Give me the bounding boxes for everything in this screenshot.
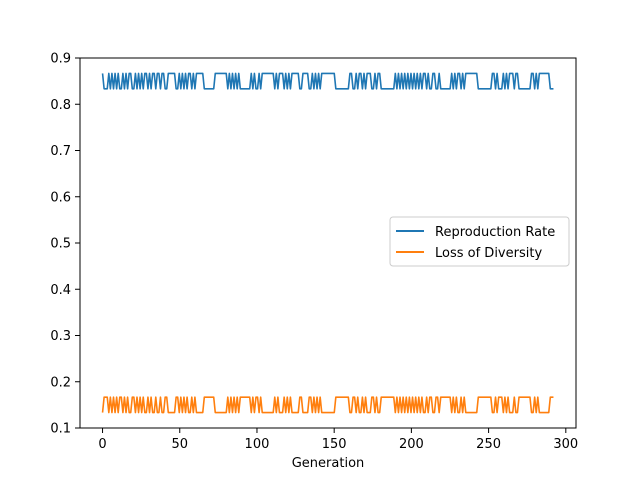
series-line-loss-of-diversity: [101, 396, 554, 414]
x-tick-label: 50: [171, 437, 188, 452]
x-tick-label: 100: [245, 437, 270, 452]
x-tick-label: 0: [98, 437, 106, 452]
y-tick-label: 0.5: [50, 237, 71, 252]
legend-box: [389, 216, 570, 267]
x-tick-label: 200: [399, 437, 424, 452]
x-axis-label: Generation: [292, 456, 365, 471]
legend-label-reproduction-rate: Reproduction Rate: [435, 225, 555, 240]
x-tick-label: 300: [553, 437, 578, 452]
y-axis-ticks: 0.1 0.2 0.3 0.4 0.5 0.6 0.7 0.8 0.9: [50, 52, 80, 437]
y-tick-label: 0.2: [50, 375, 71, 390]
y-tick-label: 0.3: [50, 329, 71, 344]
legend: Reproduction Rate Loss of Diversity: [389, 216, 570, 267]
series-layer: [101, 72, 554, 414]
x-axis-ticks: 0 50 100 150 200 250 300: [98, 428, 578, 452]
y-tick-label: 0.6: [50, 190, 71, 205]
y-tick-label: 0.8: [50, 98, 71, 113]
x-tick-label: 150: [322, 437, 347, 452]
legend-label-loss-of-diversity: Loss of Diversity: [435, 246, 542, 261]
y-tick-label: 0.7: [50, 144, 71, 159]
y-tick-label: 0.4: [50, 283, 71, 298]
series-line-reproduction-rate: [101, 72, 554, 90]
x-tick-label: 250: [476, 437, 501, 452]
y-tick-label: 0.1: [50, 422, 71, 437]
y-tick-label: 0.9: [50, 52, 71, 67]
